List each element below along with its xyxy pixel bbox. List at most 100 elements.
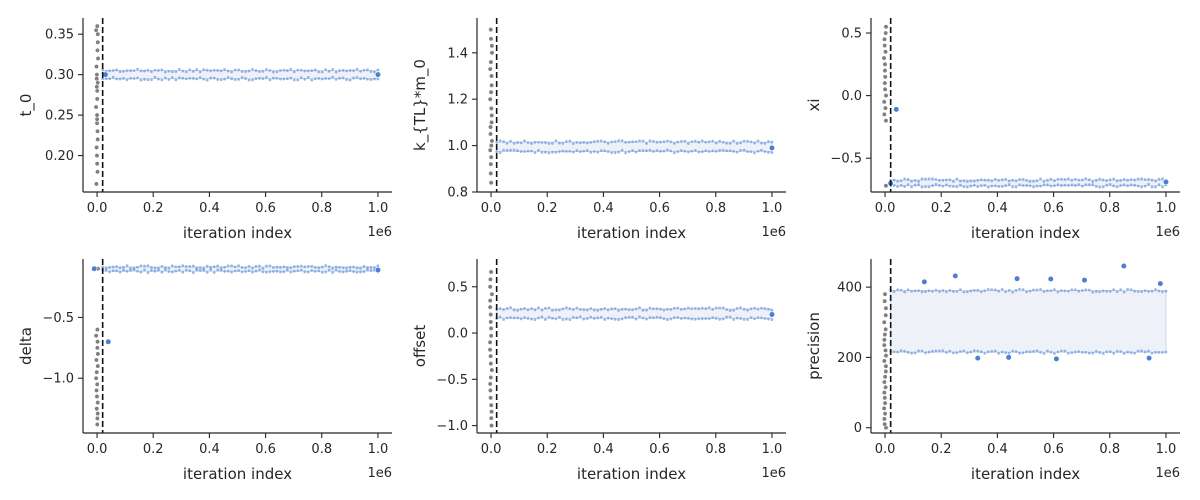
sample-point (666, 318, 669, 321)
x-tick-label: 0.6 (255, 201, 276, 216)
burnin-point (489, 409, 495, 415)
sample-point (261, 270, 265, 274)
sample-point (1049, 289, 1053, 293)
sample-point (561, 149, 565, 153)
sample-point (990, 288, 994, 292)
sample-point (1112, 177, 1116, 181)
sample-point (509, 148, 513, 152)
sample-point (251, 67, 254, 71)
sample-point (948, 289, 952, 292)
sample-point (1028, 350, 1032, 354)
sample-point (502, 140, 506, 144)
sample-point (962, 179, 966, 183)
sample-point (599, 307, 603, 311)
burnin-point (94, 120, 100, 126)
sample-point (575, 316, 579, 320)
sample-point (324, 68, 328, 71)
sample-point (768, 144, 776, 152)
sample-point (652, 307, 655, 311)
sample-point (317, 269, 321, 273)
sample-point (1039, 287, 1042, 291)
sample-point (620, 307, 624, 311)
sample-point (993, 349, 997, 353)
sample-point (962, 290, 966, 294)
sample-point (589, 140, 593, 144)
sample-point (299, 268, 303, 272)
sample-point (965, 180, 969, 183)
sample-point (753, 317, 756, 321)
sample-point (732, 318, 736, 321)
y-tick-label: 0.5 (447, 280, 468, 295)
sample-point (666, 148, 669, 152)
sample-point (1105, 183, 1109, 187)
sample-point (139, 264, 143, 268)
sample-point (376, 264, 380, 268)
x-axis-label: iteration index (971, 465, 1080, 483)
sample-point (498, 151, 502, 155)
sample-point (1157, 350, 1161, 354)
burnin-point (95, 411, 101, 416)
sample-point (202, 266, 206, 270)
sample-point (749, 140, 753, 144)
sample-point (122, 268, 125, 272)
sample-point (763, 307, 767, 310)
sample-point (1073, 183, 1077, 187)
sample-point (292, 269, 296, 273)
sample-point (554, 308, 558, 312)
sample-point (965, 185, 969, 189)
sample-point (931, 177, 934, 181)
x-offset-label: 1e6 (367, 466, 392, 481)
sample-point (927, 350, 931, 354)
sample-point (700, 306, 704, 310)
sample-point (244, 77, 247, 80)
y-tick-label: 0.5 (841, 27, 862, 42)
sample-point (974, 355, 981, 362)
sample-point (191, 271, 195, 274)
sample-point (575, 306, 579, 310)
sample-point (261, 69, 265, 73)
sample-point (219, 266, 223, 270)
sample-point (948, 184, 952, 188)
sample-point (767, 150, 770, 154)
sample-point (924, 185, 927, 189)
sample-point (575, 140, 579, 144)
sample-point (348, 269, 352, 272)
sample-point (143, 77, 146, 81)
sample-point (209, 69, 213, 73)
sample-point (533, 140, 537, 144)
x-tick-label: 0.4 (199, 201, 220, 216)
sample-point (557, 141, 561, 145)
sample-point (941, 289, 945, 292)
sample-point (662, 317, 666, 321)
sample-point (296, 265, 300, 268)
sample-point (589, 315, 593, 319)
sample-point (240, 270, 244, 274)
sample-point (1157, 183, 1161, 187)
sample-point (296, 78, 300, 82)
sample-point (620, 139, 624, 143)
sample-point (258, 76, 261, 80)
sample-point (568, 307, 572, 310)
sample-point (564, 317, 568, 321)
sample-point (523, 150, 526, 153)
sample-point (184, 268, 188, 272)
sample-point (188, 265, 192, 268)
burnin-point (882, 374, 888, 380)
x-tick-label: 0.6 (255, 442, 276, 457)
sample-point (1053, 352, 1056, 355)
sample-point (313, 269, 317, 273)
burnin-point (488, 161, 494, 167)
y-tick-label: 0.8 (447, 186, 468, 201)
sample-point (951, 351, 955, 355)
sample-point (669, 307, 673, 311)
burnin-point (487, 387, 493, 393)
sample-point (934, 288, 938, 292)
sample-point (592, 140, 596, 143)
sample-point (610, 151, 614, 155)
x-tick-label: 1.0 (368, 201, 389, 216)
sample-point (606, 316, 610, 320)
sample-point (728, 309, 732, 312)
sample-point (958, 183, 962, 187)
burnin-point (94, 369, 100, 375)
x-tick-label: 0.6 (1043, 442, 1064, 457)
